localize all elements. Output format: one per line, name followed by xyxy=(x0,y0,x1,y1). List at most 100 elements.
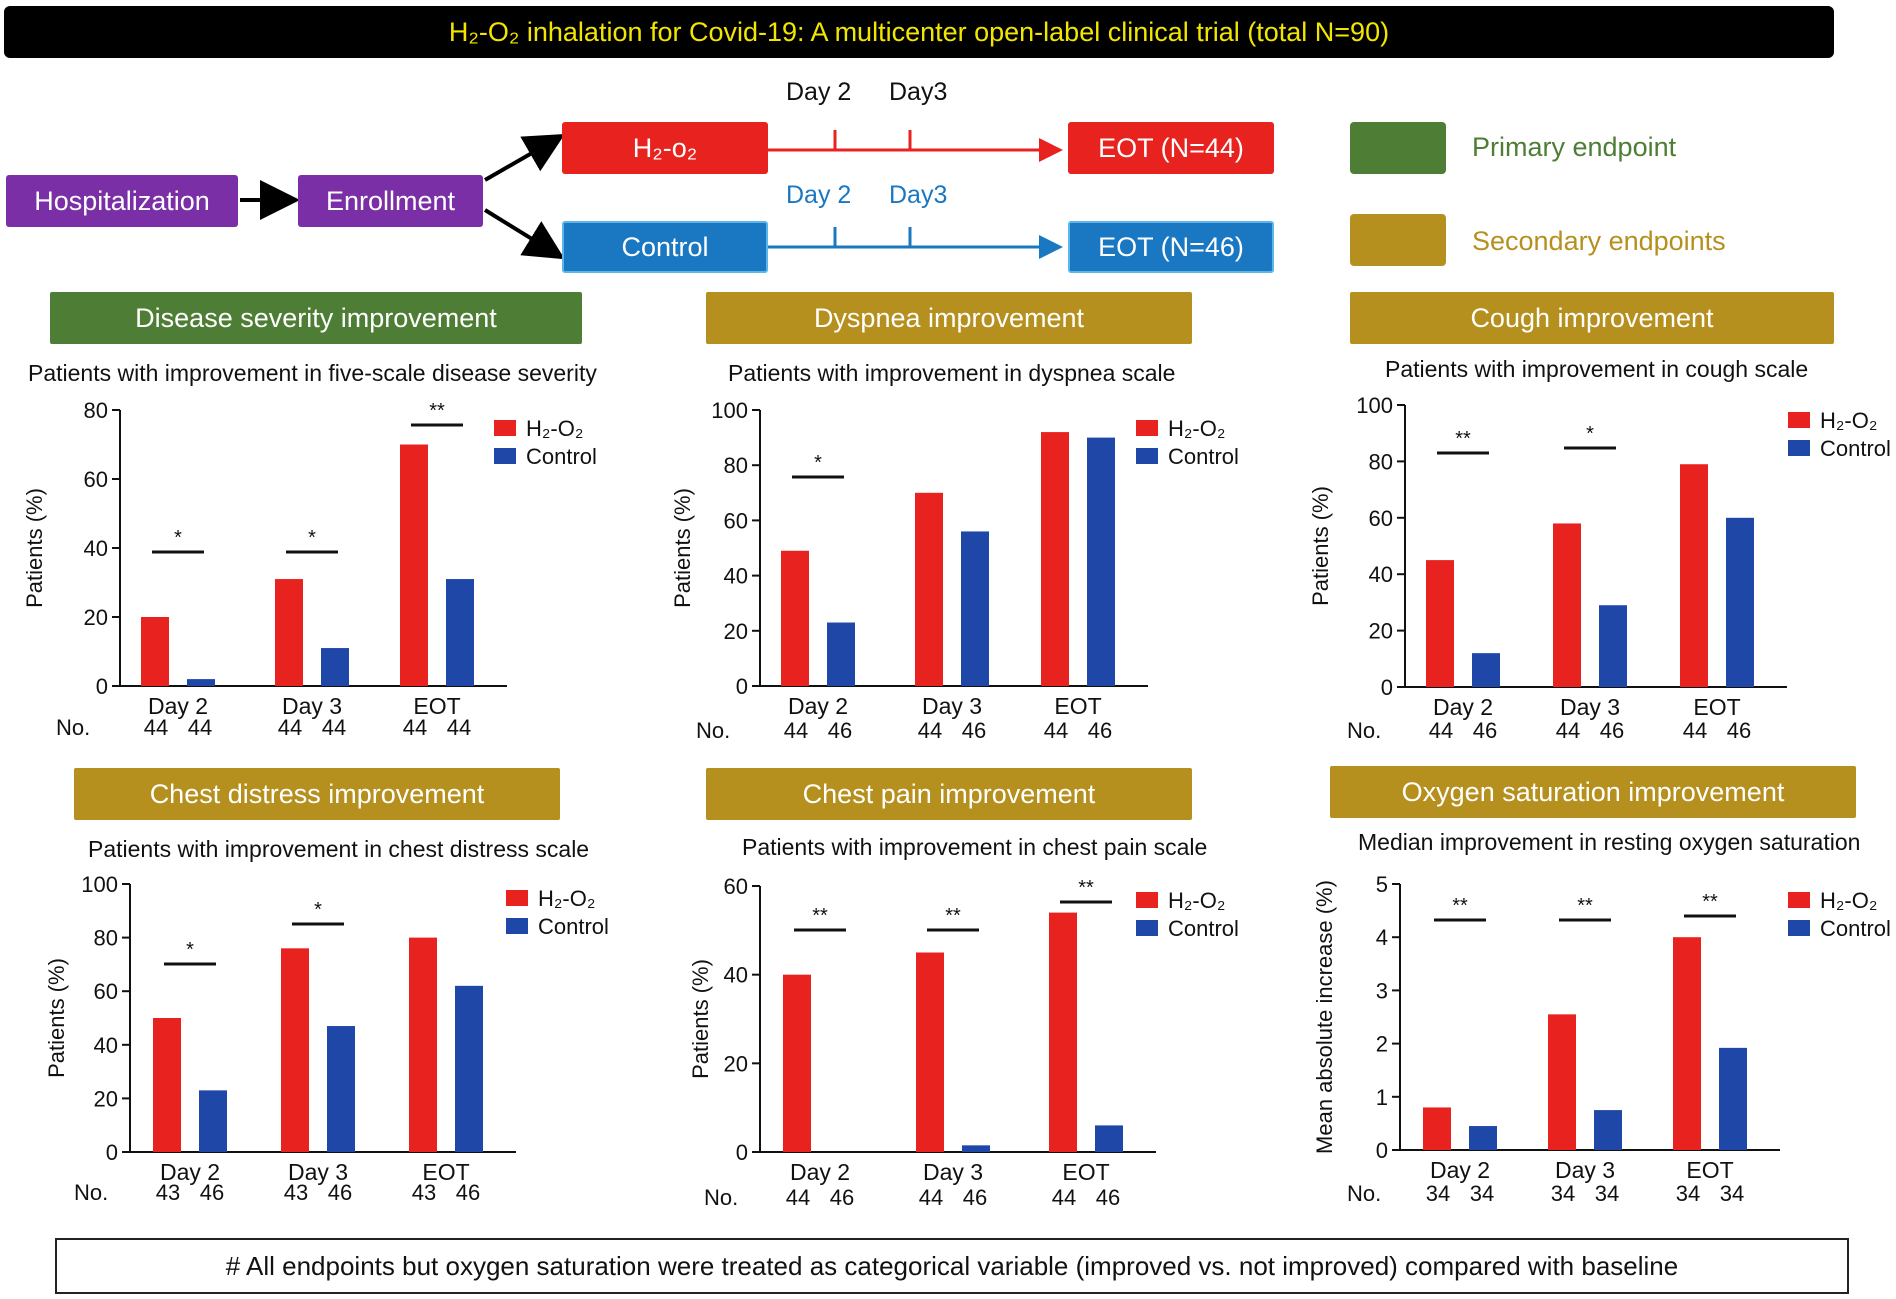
legend-label-h2o2: H₂-O₂ xyxy=(1168,416,1225,441)
significance-label: * xyxy=(186,939,194,961)
legend-swatch-h2o2 xyxy=(494,420,516,436)
y-tick-label: 80 xyxy=(94,926,118,951)
n-control-label: 46 xyxy=(456,1180,480,1205)
banner-dyspnea-text: Dyspnea improvement xyxy=(813,302,1085,333)
bar-control xyxy=(1594,1110,1622,1150)
legend-label-h2o2: H₂-O₂ xyxy=(1820,888,1877,913)
day2-bottom-label: Day 2 xyxy=(786,181,852,209)
enrollment-label: Enrollment xyxy=(325,185,456,216)
n-row-label: No. xyxy=(56,715,90,740)
day3-top-label: Day3 xyxy=(889,78,948,106)
banner-oxygen: Oxygen saturation improvement xyxy=(1330,766,1856,818)
legend-label-control: Control xyxy=(1168,444,1239,469)
legend-swatch-h2o2 xyxy=(1788,412,1810,428)
legend-label-control: Control xyxy=(538,914,609,939)
bar-control xyxy=(1599,605,1627,687)
y-tick-label: 20 xyxy=(724,619,748,644)
x-tick-label: Day 2 xyxy=(1433,694,1493,720)
n-row-label: No. xyxy=(1347,1181,1381,1206)
legend-swatch-h2o2 xyxy=(1136,892,1158,908)
n-control-label: 34 xyxy=(1720,1181,1744,1206)
y-tick-label: 20 xyxy=(94,1086,118,1111)
page-title-text: H₂-O₂ inhalation for Covid-19: A multice… xyxy=(448,16,1390,47)
n-control-label: 46 xyxy=(1096,1185,1120,1210)
y-tick-label: 40 xyxy=(94,1033,118,1058)
significance-label: ** xyxy=(429,400,445,422)
legend-label-control: Control xyxy=(1168,916,1239,941)
page-title: H₂-O₂ inhalation for Covid-19: A multice… xyxy=(4,6,1834,58)
eot-control-box: EOT (N=46) xyxy=(1068,221,1274,273)
n-control-label: 46 xyxy=(328,1180,352,1205)
x-tick-label: Day 3 xyxy=(923,1159,983,1185)
bar-h2o2 xyxy=(1680,464,1708,687)
n-h2o2-label: 44 xyxy=(1052,1185,1076,1210)
banner-chest-pain: Chest pain improvement xyxy=(706,768,1192,820)
significance-label: * xyxy=(174,527,182,549)
n-h2o2-label: 44 xyxy=(1044,718,1068,743)
y-tick-label: 0 xyxy=(736,1140,748,1165)
bar-control xyxy=(1719,1047,1747,1150)
y-tick-label: 60 xyxy=(724,508,748,533)
n-h2o2-label: 34 xyxy=(1551,1181,1575,1206)
significance-label: ** xyxy=(1078,877,1094,899)
x-tick-label: EOT xyxy=(1686,1157,1733,1183)
y-tick-label: 80 xyxy=(724,453,748,478)
legend-label-control: Control xyxy=(1820,916,1891,941)
x-tick-label: Day 2 xyxy=(790,1159,850,1185)
secondary-endpoint-swatch xyxy=(1350,214,1446,266)
n-h2o2-label: 44 xyxy=(786,1185,810,1210)
y-tick-label: 40 xyxy=(724,963,748,988)
n-h2o2-label: 44 xyxy=(278,715,302,740)
y-tick-label: 20 xyxy=(1369,619,1393,644)
day3-bottom-label: Day3 xyxy=(889,181,948,209)
n-row-label: No. xyxy=(696,718,730,743)
n-control-label: 46 xyxy=(200,1180,224,1205)
n-control-label: 44 xyxy=(188,715,212,740)
y-tick-label: 20 xyxy=(724,1051,748,1076)
n-h2o2-label: 44 xyxy=(403,715,427,740)
y-tick-label: 3 xyxy=(1376,978,1388,1003)
primary-endpoint-label: Primary endpoint xyxy=(1472,132,1677,162)
n-h2o2-label: 43 xyxy=(412,1180,436,1205)
chart-title-chest-pain: Patients with improvement in chest pain … xyxy=(742,834,1208,860)
y-tick-label: 40 xyxy=(1369,562,1393,587)
legend-label-h2o2: H₂-O₂ xyxy=(1820,408,1877,433)
n-row-label: No. xyxy=(74,1180,108,1205)
n-h2o2-label: 34 xyxy=(1676,1181,1700,1206)
significance-label: ** xyxy=(1452,895,1468,917)
y-tick-label: 80 xyxy=(1369,449,1393,474)
bar-control xyxy=(187,679,215,686)
bar-h2o2 xyxy=(1426,560,1454,687)
y-tick-label: 60 xyxy=(84,467,108,492)
legend-swatch-control xyxy=(1136,920,1158,936)
y-axis-label: Patients (%) xyxy=(1308,486,1333,606)
banner-cough-text: Cough improvement xyxy=(1470,302,1714,333)
y-tick-label: 80 xyxy=(84,398,108,423)
n-control-label: 46 xyxy=(1600,718,1624,743)
n-control-label: 46 xyxy=(1727,718,1751,743)
n-control-label: 44 xyxy=(447,715,471,740)
control-arm-box: Control xyxy=(562,221,768,273)
legend-swatch-control xyxy=(1788,440,1810,456)
legend-swatch-control xyxy=(1788,920,1810,936)
bar-h2o2 xyxy=(1553,523,1581,687)
n-h2o2-label: 44 xyxy=(144,715,168,740)
y-axis-label: Patients (%) xyxy=(44,958,69,1078)
banner-chest-distress: Chest distress improvement xyxy=(74,768,560,820)
n-control-label: 44 xyxy=(322,715,346,740)
bar-h2o2 xyxy=(1673,937,1701,1150)
bar-control xyxy=(962,1145,990,1152)
day2-top-label: Day 2 xyxy=(786,78,852,106)
y-tick-label: 60 xyxy=(94,979,118,1004)
bar-control xyxy=(961,531,989,686)
significance-label: * xyxy=(314,899,322,921)
y-axis-label: Patients (%) xyxy=(688,959,713,1079)
bar-control xyxy=(1472,653,1500,687)
chart-title-cough: Patients with improvement in cough scale xyxy=(1385,356,1809,382)
bar-h2o2 xyxy=(915,492,943,686)
x-tick-label: EOT xyxy=(1062,1159,1109,1185)
